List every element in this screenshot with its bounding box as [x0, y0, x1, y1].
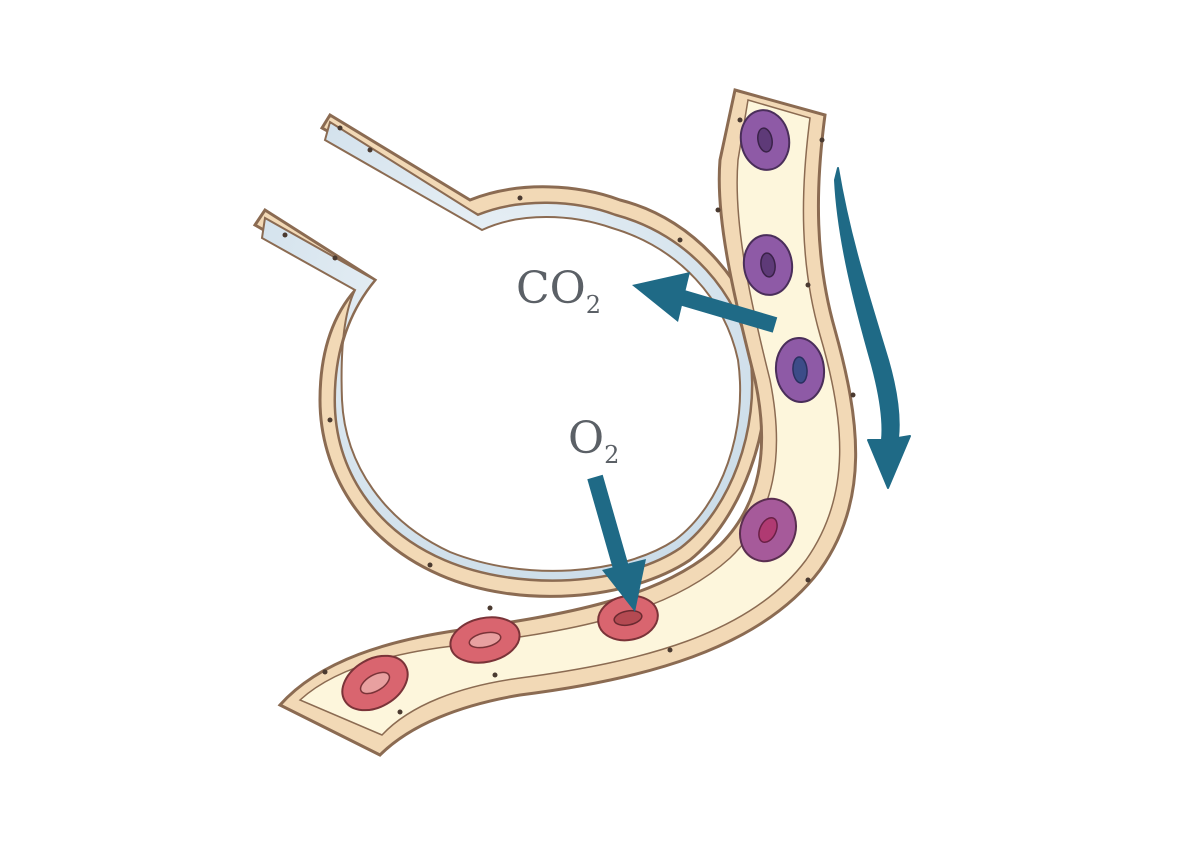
- o2-label: O2: [568, 413, 619, 469]
- blood-cell-deoxygenated: [774, 337, 826, 403]
- alveolus-wall-nuclei: [282, 125, 683, 568]
- alveolus: [252, 112, 769, 598]
- alveolus-wall: [252, 112, 769, 598]
- o2-label-subscript: 2: [604, 441, 619, 469]
- co2-label: CO2: [516, 263, 601, 319]
- alveolus-air-space: [260, 120, 753, 582]
- blood-cell-oxygenated: [341, 654, 409, 712]
- co2-label-main: CO: [516, 263, 586, 314]
- deoxygenated-blood-cells: [739, 109, 826, 563]
- o2-diffusion-arrow: [587, 474, 646, 612]
- blood-cell-deoxygenated: [742, 234, 794, 296]
- oxygenated-blood-cells: [341, 594, 659, 712]
- blood-flow-arrow: [834, 167, 911, 489]
- co2-diffusion-arrow: [632, 272, 778, 333]
- capillary-wall-nuclei: [322, 117, 856, 715]
- co2-label-subscript: 2: [586, 291, 601, 319]
- blood-cell-deoxygenated: [739, 109, 791, 171]
- blood-cell-oxygenated: [449, 616, 521, 664]
- blood-cell-partially-oxygenated: [739, 497, 797, 563]
- blood-cell-oxygenated: [597, 594, 659, 642]
- o2-label-main: O: [568, 413, 604, 464]
